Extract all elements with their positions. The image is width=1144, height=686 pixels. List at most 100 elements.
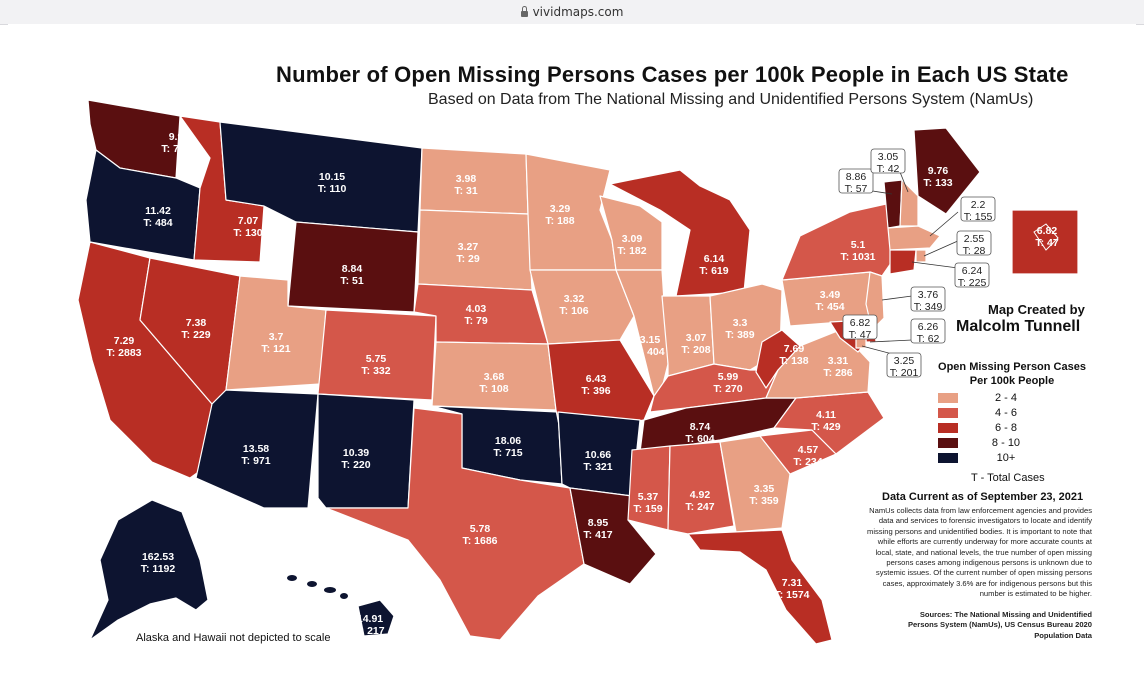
legend-label: 10+ [996, 451, 1016, 464]
state-label-ks: 3.68T: 108 [479, 371, 508, 395]
state-rate: 3.27 [458, 241, 479, 253]
map-title: Number of Open Missing Persons Cases per… [276, 62, 1069, 87]
state-label-ak: 162.53T: 1192 [141, 551, 176, 575]
legend-item: 4 - 6 [938, 405, 1036, 420]
state-rate: 3.05 [878, 151, 899, 163]
state-total: T: 270 [713, 383, 742, 395]
state-rate: 5.75 [366, 353, 387, 365]
state-mn [525, 153, 617, 271]
state-me [913, 127, 981, 215]
state-rate: 10.15 [319, 171, 345, 183]
legend-swatch [938, 422, 958, 433]
legend: 2 - 4 4 - 6 6 - 8 8 - 10 10+ [938, 390, 1036, 465]
legend-label: 8 - 10 [991, 436, 1021, 449]
state-total: T: 29 [456, 253, 480, 265]
state-label-ma: 2.2T: 155 [960, 196, 996, 223]
state-rate: 8.95 [588, 517, 609, 529]
state-label-nd: 3.98T: 31 [454, 173, 478, 197]
state-rate: 8.74 [690, 421, 711, 433]
state-total: T: 188 [545, 215, 574, 227]
state-total: T: 108 [479, 383, 508, 395]
state-total: T: 1192 [141, 563, 176, 575]
state-rate: 162.53 [142, 551, 174, 563]
state-label-hi: 14.91T: 217 [355, 613, 384, 637]
state-label-nh: 3.05T: 42 [870, 148, 906, 175]
state-rate: 7.31 [782, 577, 803, 589]
state-total: T: 51 [340, 275, 364, 287]
state-total: T: 404 [635, 346, 664, 358]
state-total: T: 201 [890, 367, 919, 379]
credit-line-1: Map Created by [988, 302, 1085, 317]
state-total: T: 110 [318, 183, 347, 195]
state-total: T: 106 [559, 305, 588, 317]
state-rate: 18.06 [495, 435, 521, 447]
state-label-nj: 3.76T: 349 [910, 286, 946, 313]
state-total: T: 208 [681, 344, 710, 356]
state-label-ct: 6.24T: 225 [954, 262, 990, 289]
state-total: T: 47 [1035, 237, 1059, 249]
state-rate: 3.35 [754, 483, 775, 495]
callout-box [910, 318, 946, 344]
state-total: T: 247 [685, 501, 714, 513]
state-wv [755, 329, 801, 389]
state-label-ia: 3.32T: 106 [559, 293, 588, 317]
callout-box [838, 168, 874, 194]
state-total: T: 47 [849, 329, 872, 341]
state-label-wi: 3.09T: 182 [617, 233, 646, 257]
state-rate: 8.86 [846, 171, 867, 183]
state-total: T: 1031 [840, 251, 875, 263]
state-label-nc: 4.11T: 429 [811, 409, 840, 433]
data-current-date: Data Current as of September 23, 2021 [882, 491, 1084, 503]
state-rate: 6.43 [586, 373, 607, 385]
state-rate: 6.14 [704, 253, 725, 265]
state-total: T: 417 [583, 529, 612, 541]
state-total: T: 79 [464, 315, 488, 327]
state-total: T: 763 [161, 143, 190, 155]
state-label-mo: 6.43T: 396 [581, 373, 610, 397]
state-nh [899, 179, 919, 227]
state-total: T: 234 [793, 456, 822, 468]
state-total: T: 155 [964, 211, 993, 223]
state-rate: 10.39 [343, 447, 369, 459]
state-label-la: 8.95T: 417 [583, 517, 612, 541]
state-label-wy: 8.84T: 51 [340, 263, 364, 287]
state-rate: 13.58 [243, 443, 269, 455]
callout-box [886, 352, 922, 378]
state-total: T: 42 [877, 163, 900, 175]
state-total: T: 332 [361, 365, 390, 377]
state-label-wv: 7.69T: 138 [779, 343, 808, 367]
state-rate: 10.66 [585, 449, 611, 461]
state-total: T: 220 [341, 459, 370, 471]
state-rate: 2.55 [964, 233, 985, 245]
state-total: T: 971 [241, 455, 270, 467]
state-label-ri: 2.55T: 28 [956, 230, 992, 257]
browser-url[interactable]: vividmaps.com [532, 5, 624, 19]
state-label-de: 6.82T: 47 [842, 314, 878, 341]
legend-item: 2 - 4 [938, 390, 1036, 405]
state-total: T: 349 [914, 301, 943, 313]
state-total: T: 159 [633, 503, 662, 515]
state-total: T: 715 [493, 447, 522, 459]
state-label-va: 3.31T: 286 [823, 355, 852, 379]
callout-box [910, 286, 946, 312]
state-total: T: 182 [617, 245, 646, 257]
state-rate: 6.26 [918, 321, 939, 333]
callout-box [870, 148, 906, 174]
state-mi [609, 169, 751, 297]
state-label-ar: 10.66T: 321 [583, 449, 612, 473]
state-al [667, 441, 735, 535]
sources-note: Sources: The National Missing and Uniden… [907, 610, 1092, 640]
state-total: T: 454 [815, 301, 844, 313]
state-rate: 4.11 [816, 409, 836, 421]
state-total: T: 604 [685, 433, 714, 445]
state-label-ms: 5.37T: 159 [633, 491, 662, 515]
state-label-fl: 7.31T: 1574 [774, 577, 809, 601]
state-total: T: 619 [699, 265, 728, 277]
state-total: T: 133 [923, 177, 952, 189]
state-rate: 9.76 [928, 165, 949, 177]
legend-swatch [938, 407, 958, 418]
state-rate: 5.78 [470, 523, 491, 535]
state-label-mi: 6.14T: 619 [699, 253, 728, 277]
state-label-sc: 4.57T: 234 [793, 444, 822, 468]
state-rate: 7.07 [238, 215, 259, 227]
